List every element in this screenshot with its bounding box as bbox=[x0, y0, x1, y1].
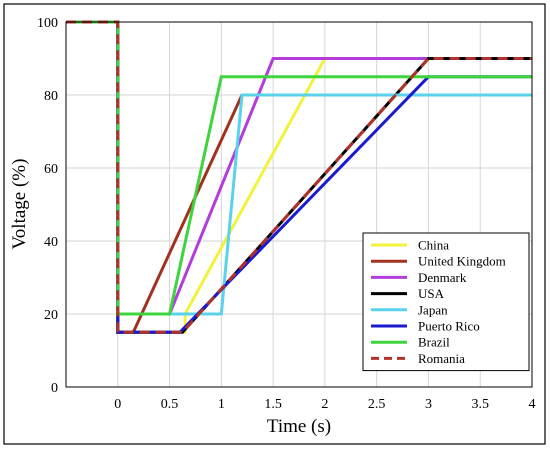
x-tick-label: 3 bbox=[425, 397, 432, 412]
figure-border bbox=[3, 3, 546, 445]
legend-label-romania: Romania bbox=[418, 351, 465, 366]
legend-box bbox=[362, 232, 530, 372]
y-tick-label: 40 bbox=[44, 235, 58, 250]
y-axis-title: Voltage (%) bbox=[9, 159, 30, 250]
legend-label-usa: USA bbox=[418, 286, 445, 301]
legend-label-china: China bbox=[418, 238, 449, 253]
x-tick-label: 0.5 bbox=[161, 397, 179, 412]
x-tick-label: 2.5 bbox=[368, 397, 386, 412]
legend-label-united-kingdom: United Kingdom bbox=[418, 254, 506, 269]
legend-label-brazil: Brazil bbox=[418, 335, 450, 350]
y-tick-label: 0 bbox=[51, 381, 58, 396]
y-tick-label: 20 bbox=[44, 308, 58, 323]
legend-label-puerto-rico: Puerto Rico bbox=[418, 319, 480, 334]
legend-label-denmark: Denmark bbox=[418, 270, 467, 285]
x-tick-label: 1.5 bbox=[264, 397, 282, 412]
plot-frame bbox=[65, 21, 533, 388]
x-tick-label: 2 bbox=[321, 397, 328, 412]
y-tick-label: 80 bbox=[44, 89, 58, 104]
x-tick-label: 3.5 bbox=[471, 397, 489, 412]
x-axis-title: Time (s) bbox=[267, 416, 331, 437]
y-tick-label: 100 bbox=[37, 16, 58, 31]
legend-label-japan: Japan bbox=[418, 302, 448, 317]
y-tick-label: 60 bbox=[44, 162, 58, 177]
x-tick-label: 1 bbox=[218, 397, 225, 412]
x-tick-label: 0 bbox=[114, 397, 121, 412]
x-tick-label: 4 bbox=[529, 397, 536, 412]
